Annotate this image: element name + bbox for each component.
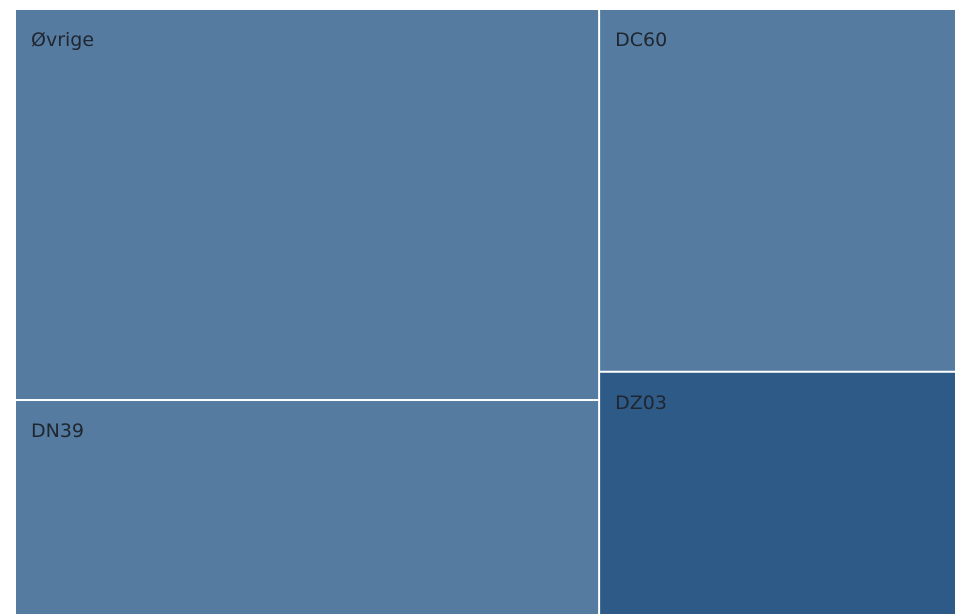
tile-label-dz03: DZ03 — [615, 392, 667, 414]
tile-dn39[interactable] — [16, 401, 599, 614]
tile-label-dc60: DC60 — [615, 29, 667, 51]
tile-label-dn39: DN39 — [31, 420, 84, 442]
labels-layer: Øvrige DN39 DC60 DZ03 — [31, 29, 667, 442]
tile-label-ovrige: Øvrige — [31, 29, 94, 51]
tile-ovrige[interactable] — [16, 10, 599, 400]
tile-dc60[interactable] — [600, 10, 955, 371]
tiles-layer — [16, 10, 955, 614]
tile-dz03[interactable] — [600, 372, 955, 614]
